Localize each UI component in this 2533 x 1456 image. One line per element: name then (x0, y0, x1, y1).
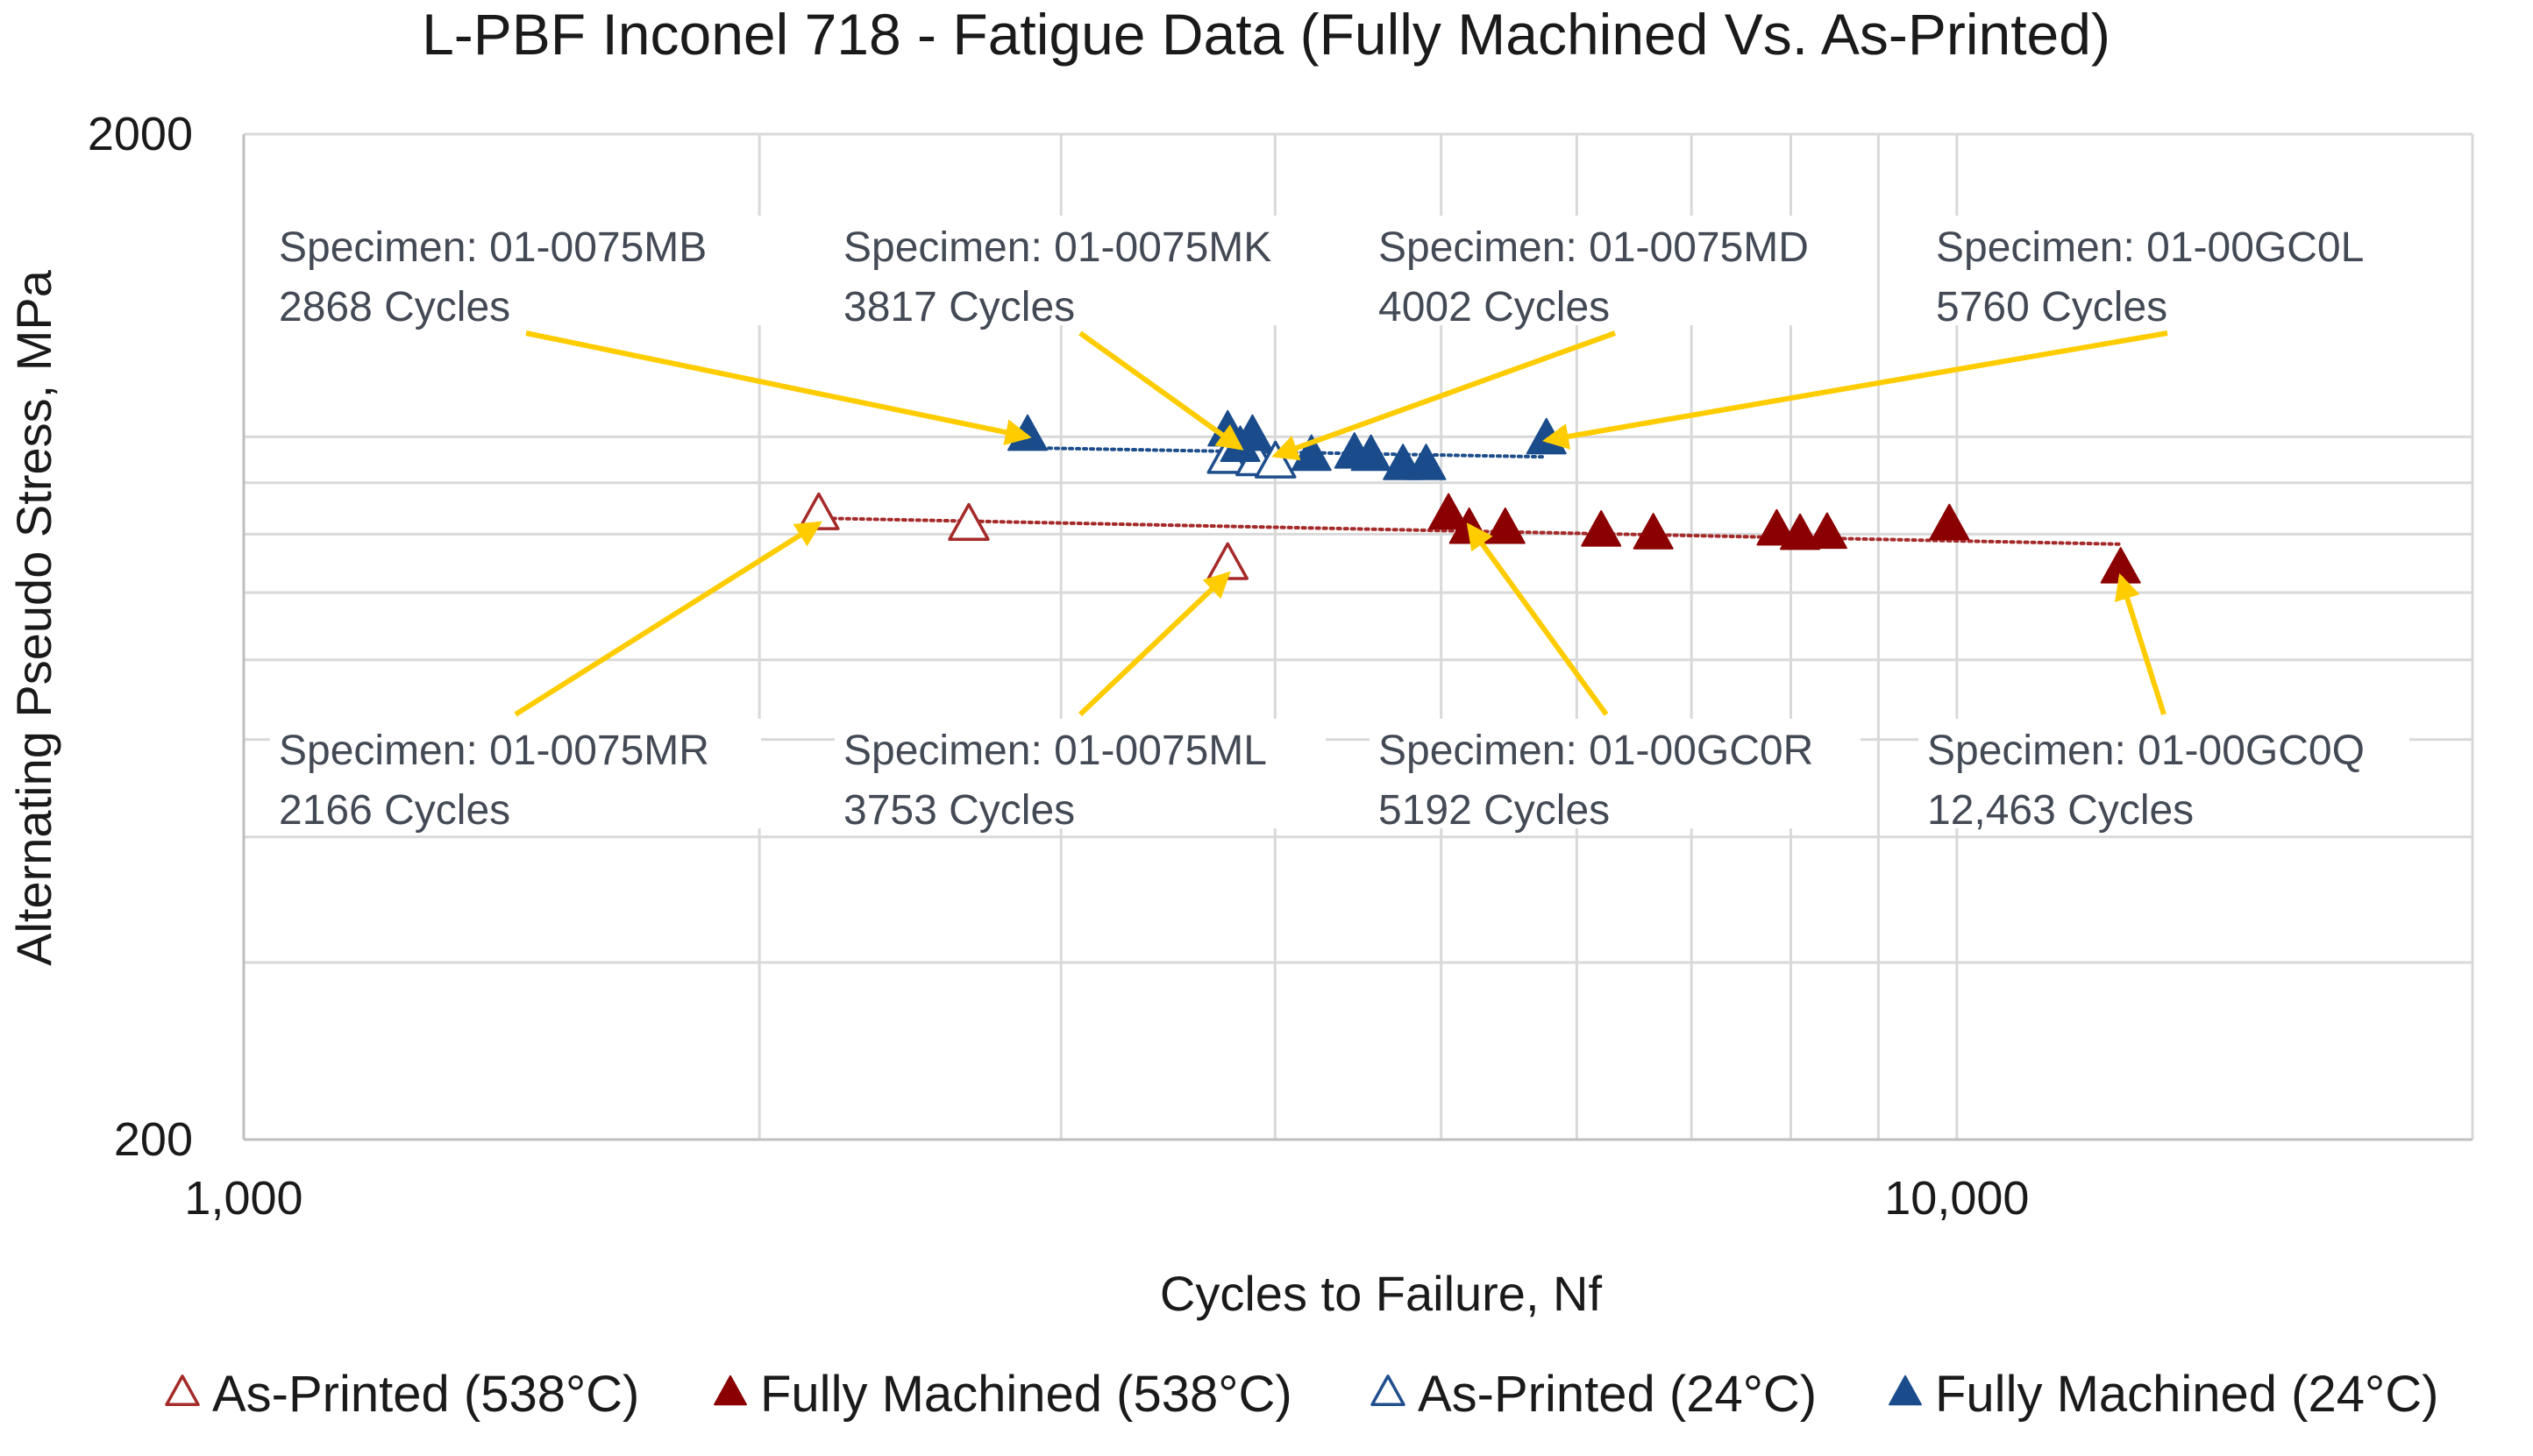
annotation-cycles: 5760 Cycles (1936, 284, 2167, 330)
data-point (1428, 493, 1469, 530)
legend-marker (165, 1374, 200, 1407)
annotation-specimen: Specimen: 01-0075MR (279, 728, 709, 774)
annotation-background (1918, 719, 2409, 828)
annotations: Specimen: 01-0075MB 2868 Cycles Specimen: … (270, 216, 2418, 834)
data-point (1756, 508, 1797, 546)
annotation-cycles: 3817 Cycles (843, 284, 1075, 330)
y-tick-label: 200 (114, 1113, 193, 1166)
y-axis-label: Alternating Pseudo Stress, MPa (6, 269, 61, 966)
annotation-background (1370, 719, 1861, 828)
annotation-cycles: 4002 Cycles (1378, 284, 1610, 330)
x-tick-label: 10,000 (1884, 1172, 2029, 1225)
annotation-specimen: Specimen: 01-00GC0L (1936, 224, 2364, 271)
annotation-background (1370, 216, 1861, 325)
annotation-background (835, 719, 1326, 828)
annotation-arrow (1078, 571, 1231, 717)
annotation-background (835, 216, 1326, 325)
annotation-arrow (525, 330, 1032, 445)
annotation-specimen: Specimen: 01-0075MB (279, 224, 707, 271)
annotation-specimen: Specimen: 01-00GC0R (1378, 728, 1813, 774)
legend-label: As-Printed (24°C) (1418, 1366, 1817, 1423)
annotation-background (270, 216, 761, 325)
annotation-arrow (1078, 330, 1244, 451)
annotation-cycles: 2868 Cycles (279, 284, 510, 330)
data-point (1633, 513, 1674, 550)
x-axis-label: Cycles to Failure, Nf (1160, 1266, 1603, 1321)
data-point (1405, 444, 1447, 480)
data-point (1780, 513, 1821, 550)
data-point (1350, 434, 1391, 472)
legend-label: Fully Machined (24°C) (1935, 1366, 2438, 1423)
legend-marker (1889, 1374, 1922, 1406)
data-point (1581, 510, 1622, 547)
legend-label: As-Printed (538°C) (212, 1366, 639, 1423)
annotation-arrow (1542, 330, 2168, 450)
legend-marker (1370, 1374, 1405, 1407)
annotation-cycles: 3753 Cycles (843, 787, 1075, 834)
annotation-arrow (1466, 522, 1609, 716)
x-tick-label: 1,000 (184, 1172, 302, 1225)
chart-text: L-PBF Inconel 718 - Fatigue Data (Fully … (6, 2, 2110, 1321)
annotation-specimen: Specimen: 01-0075MK (843, 224, 1271, 271)
chart-title: L-PBF Inconel 718 - Fatigue Data (Fully … (422, 2, 2110, 67)
data-point (1929, 503, 1970, 541)
annotation-specimen: Specimen: 01-00GC0Q (1927, 728, 2365, 774)
annotation-cycles: 2166 Cycles (279, 787, 510, 834)
annotation-arrow (1271, 330, 1617, 461)
annotation-specimen: Specimen: 01-0075ML (843, 728, 1267, 774)
legend-label: Fully Machined (538°C) (760, 1366, 1292, 1423)
annotation-background (270, 719, 761, 828)
data-point (1484, 507, 1526, 544)
annotation-background (1927, 216, 2418, 325)
annotation-specimen: Specimen: 01-0075MD (1378, 224, 1809, 271)
data-point (1806, 512, 1847, 550)
data-points (798, 409, 2141, 584)
annotation-arrow (514, 521, 822, 717)
data-point (1291, 434, 1332, 472)
legend: As-Printed (538°C) Fully Machined (538°C)… (165, 1366, 2438, 1423)
y-tick-label: 2000 (88, 108, 193, 160)
annotation-cycles: 12,463 Cycles (1927, 787, 2194, 834)
data-point (948, 502, 990, 541)
annotation-arrow (2114, 572, 2167, 715)
axes: 1,000 10,000 200 2000 (88, 108, 2473, 1225)
data-point (1206, 542, 1249, 580)
legend-marker (714, 1374, 747, 1406)
annotation-cycles: 5192 Cycles (1378, 787, 1610, 834)
